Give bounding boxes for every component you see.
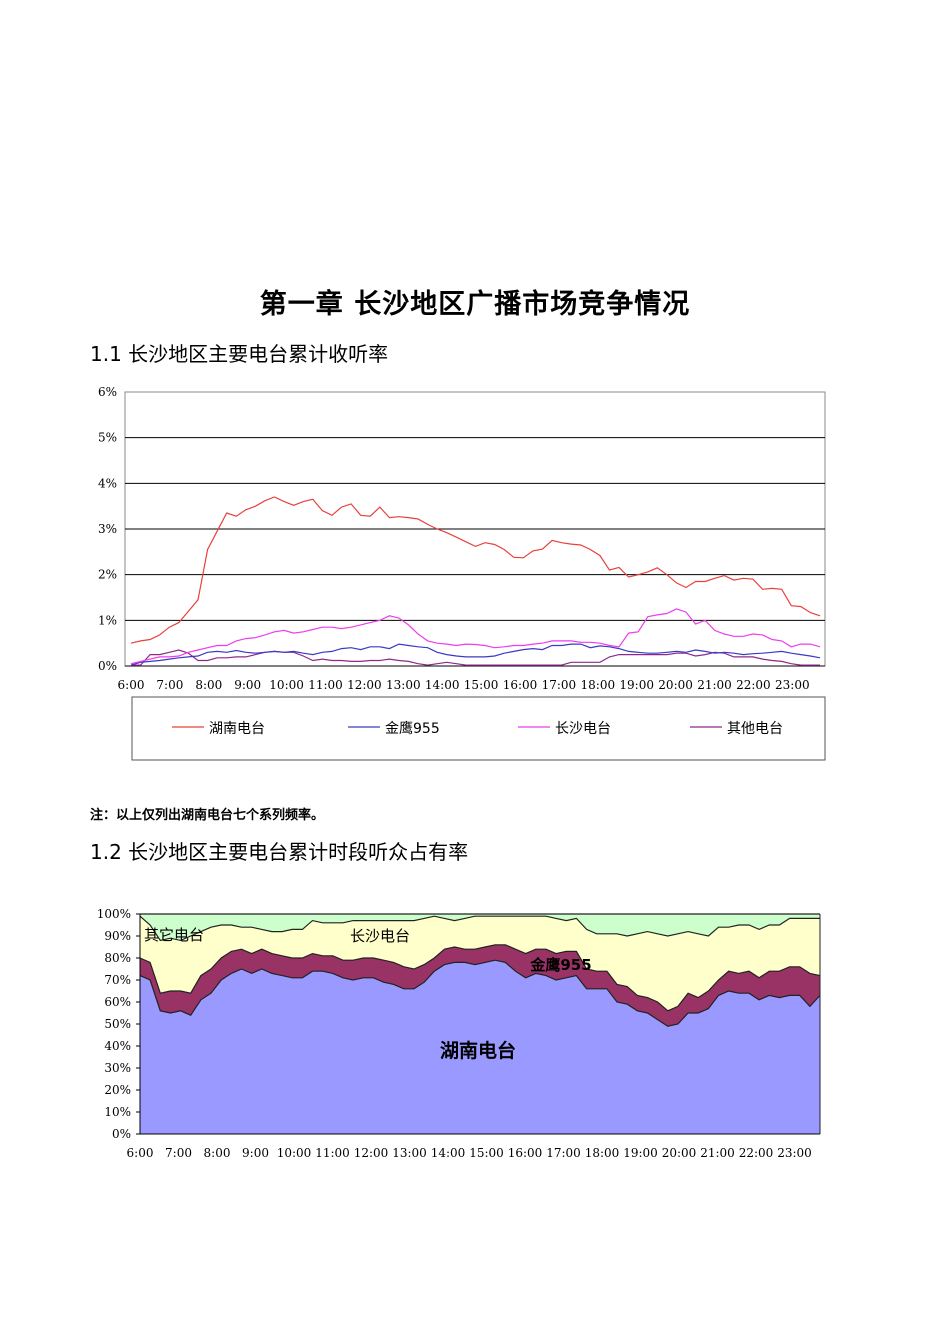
x-tick-label: 20:00 bbox=[662, 1146, 697, 1160]
footnote: 注：以上仅列出湖南电台七个系列频率。 bbox=[90, 808, 325, 823]
legend-label: 金鹰955 bbox=[385, 721, 440, 737]
x-tick-label: 16:00 bbox=[508, 1146, 543, 1160]
y-tick-label: 30% bbox=[104, 1061, 131, 1075]
x-tick-label: 21:00 bbox=[700, 1146, 735, 1160]
x-tick-label: 23:00 bbox=[777, 1146, 812, 1160]
y-tick-label: 10% bbox=[104, 1105, 131, 1119]
y-tick-label: 0% bbox=[98, 659, 117, 673]
area-series-label: 其它电台 bbox=[144, 926, 204, 944]
y-tick-label: 20% bbox=[104, 1083, 131, 1097]
legend-label: 湖南电台 bbox=[209, 721, 265, 737]
y-tick-label: 3% bbox=[98, 522, 117, 536]
x-tick-label: 23:00 bbox=[775, 678, 810, 692]
area-boundary bbox=[139, 959, 821, 1027]
x-tick-label: 22:00 bbox=[739, 1146, 774, 1160]
x-tick-label: 12:00 bbox=[354, 1146, 389, 1160]
chapter-title: 第一章 长沙地区广播市场竞争情况 bbox=[259, 289, 691, 320]
x-tick-label: 6:00 bbox=[118, 678, 145, 692]
area-boundary bbox=[139, 944, 821, 1012]
area-boundary bbox=[139, 915, 820, 942]
y-tick-label: 60% bbox=[104, 995, 131, 1009]
x-tick-label: 16:00 bbox=[503, 678, 538, 692]
x-tick-label: 18:00 bbox=[581, 678, 616, 692]
x-tick-label: 17:00 bbox=[546, 1146, 581, 1160]
x-tick-label: 19:00 bbox=[619, 678, 654, 692]
x-tick-label: 6:00 bbox=[127, 1146, 154, 1160]
series-line bbox=[130, 608, 821, 665]
x-tick-label: 14:00 bbox=[431, 1146, 466, 1160]
legend-label: 其他电台 bbox=[727, 721, 783, 737]
line-chart-cumulative-ratings: 0% 1% 2% 3% 4% 5% 6% 6:00 7:00 8:00 9:00 10:00 11:00… bbox=[98, 385, 826, 761]
area-series-label: 长沙电台 bbox=[350, 927, 410, 945]
y-tick-label: 100% bbox=[97, 907, 131, 921]
x-tick-label: 17:00 bbox=[542, 678, 577, 692]
y-tick-label: 1% bbox=[98, 613, 117, 627]
y-tick-label: 90% bbox=[104, 929, 131, 943]
area-series-label: 湖南电台 bbox=[440, 1039, 516, 1062]
section-1-heading: 1.1 长沙地区主要电台累计收听率 bbox=[90, 342, 389, 366]
section-2-heading: 1.2 长沙地区主要电台累计时段听众占有率 bbox=[90, 840, 469, 864]
x-tick-label: 20:00 bbox=[658, 678, 693, 692]
series-line bbox=[130, 496, 821, 644]
y-tick-label: 40% bbox=[104, 1039, 131, 1053]
x-tick-label: 22:00 bbox=[736, 678, 771, 692]
x-tick-label: 15:00 bbox=[469, 1146, 504, 1160]
x-tick-label: 7:00 bbox=[156, 678, 183, 692]
area-series-label: 金鹰955 bbox=[529, 956, 591, 974]
y-tick-label: 5% bbox=[98, 431, 117, 445]
x-tick-label: 13:00 bbox=[386, 678, 421, 692]
x-tick-label: 10:00 bbox=[269, 678, 304, 692]
x-tick-label: 13:00 bbox=[392, 1146, 427, 1160]
x-tick-label: 14:00 bbox=[425, 678, 460, 692]
y-tick-label: 6% bbox=[98, 385, 117, 399]
y-tick-label: 80% bbox=[104, 951, 131, 965]
stacked-area-chart-audience-share: 0% 10% 20% 30% 40% 50% 60% 70% 80% 90% 100% 6:00 7:0… bbox=[97, 907, 821, 1160]
series-line bbox=[131, 649, 820, 666]
area-layer bbox=[140, 960, 820, 1134]
x-tick-label: 8:00 bbox=[204, 1146, 231, 1160]
x-tick-label: 8:00 bbox=[195, 678, 222, 692]
series-line bbox=[130, 643, 821, 666]
legend-label: 长沙电台 bbox=[555, 721, 611, 737]
x-tick-label: 10:00 bbox=[277, 1146, 312, 1160]
y-tick-label: 4% bbox=[98, 476, 117, 490]
x-tick-label: 9:00 bbox=[242, 1146, 269, 1160]
x-tick-label: 12:00 bbox=[347, 678, 382, 692]
y-tick-label: 50% bbox=[104, 1017, 131, 1031]
x-tick-label: 11:00 bbox=[308, 678, 343, 692]
x-tick-label: 18:00 bbox=[585, 1146, 620, 1160]
y-tick-label: 2% bbox=[98, 568, 117, 582]
y-tick-label: 70% bbox=[104, 973, 131, 987]
legend-box bbox=[131, 696, 826, 761]
x-tick-label: 9:00 bbox=[234, 678, 261, 692]
x-tick-label: 7:00 bbox=[165, 1146, 192, 1160]
x-tick-label: 21:00 bbox=[697, 678, 732, 692]
y-tick-label: 0% bbox=[112, 1127, 131, 1141]
x-tick-label: 15:00 bbox=[464, 678, 499, 692]
x-tick-label: 19:00 bbox=[623, 1146, 658, 1160]
x-tick-label: 11:00 bbox=[315, 1146, 350, 1160]
